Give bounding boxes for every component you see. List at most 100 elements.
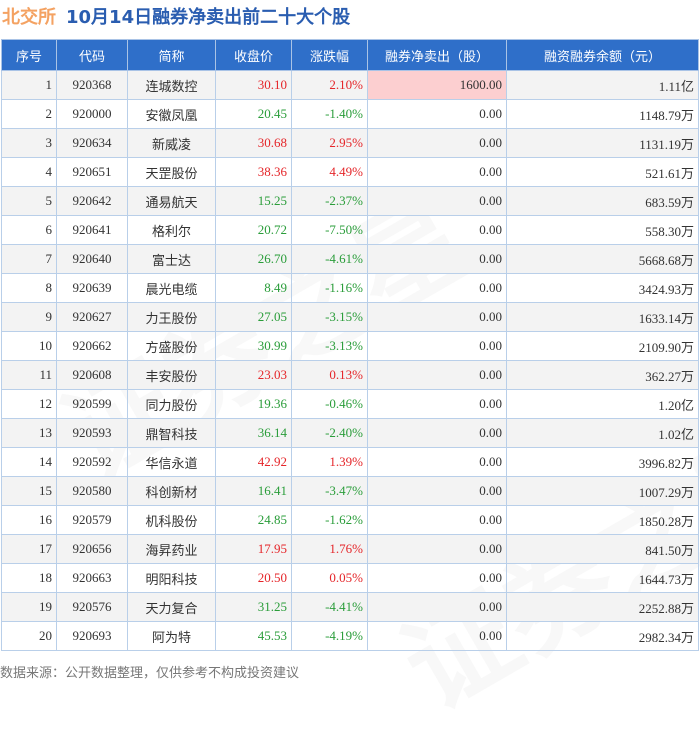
name-cell: 天罡股份 [127,157,216,187]
index-cell: 10 [1,331,57,361]
change-cell: 1.39% [291,447,368,477]
name-cell: 方盛股份 [127,331,216,361]
name-cell: 连城数控 [127,70,216,100]
code-cell: 920651 [56,157,128,187]
table-row: 1 920368 连城数控 30.10 2.10% 1600.00 1.11亿 [1,70,699,100]
net-short-cell: 0.00 [367,215,507,245]
index-cell: 4 [1,157,57,187]
close-price-cell: 26.70 [215,244,292,274]
table-row: 19 920576 天力复合 31.25 -4.41% 0.00 2252.88万 [1,592,699,622]
table-row: 3 920634 新威凌 30.68 2.95% 0.00 1131.19万 [1,128,699,158]
code-cell: 920693 [56,621,128,651]
margin-balance-cell: 841.50万 [506,534,699,564]
net-short-cell: 0.00 [367,244,507,274]
table-row: 2 920000 安徽凤凰 20.45 -1.40% 0.00 1148.79万 [1,99,699,129]
margin-balance-cell: 2109.90万 [506,331,699,361]
net-short-cell: 0.00 [367,447,507,477]
code-cell: 920640 [56,244,128,274]
code-cell: 920599 [56,389,128,419]
margin-balance-cell: 558.30万 [506,215,699,245]
close-price-cell: 45.53 [215,621,292,651]
margin-balance-cell: 1.20亿 [506,389,699,419]
header-name: 简称 [127,39,216,71]
change-cell: -3.47% [291,476,368,506]
header-net-short: 融券净卖出（股） [367,39,507,71]
stock-table: 序号 代码 简称 收盘价 涨跌幅 融券净卖出（股） 融资融券余额（元） 1 920368 连城数… [1,39,699,651]
close-price-cell: 31.25 [215,592,292,622]
code-cell: 920627 [56,302,128,332]
name-cell: 机科股份 [127,505,216,535]
change-cell: 4.49% [291,157,368,187]
close-price-cell: 20.45 [215,99,292,129]
close-price-cell: 24.85 [215,505,292,535]
table-row: 18 920663 明阳科技 20.50 0.05% 0.00 1644.73万 [1,563,699,593]
close-price-cell: 36.14 [215,418,292,448]
margin-balance-cell: 1.11亿 [506,70,699,100]
close-price-cell: 38.36 [215,157,292,187]
net-short-cell: 0.00 [367,360,507,390]
code-cell: 920642 [56,186,128,216]
table-row: 5 920642 通易航天 15.25 -2.37% 0.00 683.59万 [1,186,699,216]
net-short-cell: 0.00 [367,534,507,564]
change-cell: -4.19% [291,621,368,651]
net-short-cell: 0.00 [367,476,507,506]
net-short-cell: 0.00 [367,621,507,651]
source-note: 数据来源：公开数据整理，仅供参考不构成投资建议 [0,666,300,681]
change-cell: -1.16% [291,273,368,303]
close-price-cell: 20.72 [215,215,292,245]
change-cell: 0.05% [291,563,368,593]
code-cell: 920000 [56,99,128,129]
name-cell: 阿为特 [127,621,216,651]
net-short-cell: 0.00 [367,418,507,448]
index-cell: 13 [1,418,57,448]
change-cell: -3.15% [291,302,368,332]
header-code: 代码 [56,39,128,71]
close-price-cell: 17.95 [215,534,292,564]
table-row: 12 920599 同力股份 19.36 -0.46% 0.00 1.20亿 [1,389,699,419]
table-row: 20 920693 阿为特 45.53 -4.19% 0.00 2982.34万 [1,621,699,651]
close-price-cell: 30.99 [215,331,292,361]
close-price-cell: 16.41 [215,476,292,506]
table-row: 6 920641 格利尔 20.72 -7.50% 0.00 558.30万 [1,215,699,245]
close-price-cell: 30.68 [215,128,292,158]
change-cell: -1.62% [291,505,368,535]
index-cell: 15 [1,476,57,506]
net-short-cell: 0.00 [367,592,507,622]
net-short-cell: 0.00 [367,302,507,332]
close-price-cell: 15.25 [215,186,292,216]
header-change: 涨跌幅 [291,39,368,71]
header-row: 序号 代码 简称 收盘价 涨跌幅 融券净卖出（股） 融资融券余额（元） [1,39,699,71]
net-short-cell: 0.00 [367,186,507,216]
code-cell: 920592 [56,447,128,477]
net-short-cell: 0.00 [367,505,507,535]
name-cell: 丰安股份 [127,360,216,390]
close-price-cell: 23.03 [215,360,292,390]
page-title: 北交所 10月14日融券净卖出前二十大个股 [2,3,350,29]
margin-balance-cell: 1148.79万 [506,99,699,129]
name-cell: 明阳科技 [127,563,216,593]
code-cell: 920608 [56,360,128,390]
index-cell: 5 [1,186,57,216]
index-cell: 11 [1,360,57,390]
margin-balance-cell: 5668.68万 [506,244,699,274]
close-price-cell: 30.10 [215,70,292,100]
net-short-cell: 0.00 [367,331,507,361]
name-cell: 格利尔 [127,215,216,245]
index-cell: 3 [1,128,57,158]
change-cell: -4.61% [291,244,368,274]
table-row: 9 920627 力王股份 27.05 -3.15% 0.00 1633.14万 [1,302,699,332]
net-short-cell: 0.00 [367,128,507,158]
change-cell: -0.46% [291,389,368,419]
table-row: 16 920579 机科股份 24.85 -1.62% 0.00 1850.28万 [1,505,699,535]
change-cell: -2.37% [291,186,368,216]
code-cell: 920579 [56,505,128,535]
index-cell: 6 [1,215,57,245]
margin-balance-cell: 683.59万 [506,186,699,216]
change-cell: -7.50% [291,215,368,245]
net-short-cell: 0.00 [367,99,507,129]
margin-balance-cell: 1.02亿 [506,418,699,448]
code-cell: 920576 [56,592,128,622]
close-price-cell: 8.49 [215,273,292,303]
code-cell: 920580 [56,476,128,506]
change-cell: -3.13% [291,331,368,361]
